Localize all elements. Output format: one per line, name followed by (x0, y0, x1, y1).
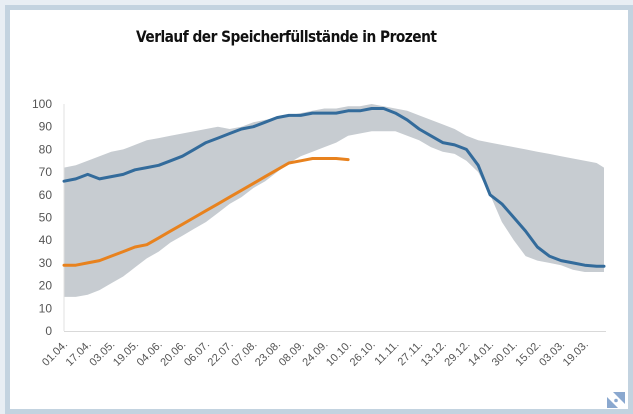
x-tick-label: 22.07. (206, 339, 236, 369)
x-tick-label: 15.02. (513, 339, 543, 369)
band-layer (64, 104, 604, 297)
y-tick-label: 80 (39, 142, 53, 156)
y-tick-label: 50 (39, 211, 53, 225)
x-tick-label: 03.05. (87, 339, 117, 369)
y-tick-label: 10 (39, 301, 53, 315)
x-tick-label: 10.10. (324, 339, 354, 369)
y-tick-label: 70 (39, 165, 53, 179)
series-line-previous (62, 107, 606, 268)
x-tick-label: 19.05. (111, 339, 141, 369)
y-tick-label: 30 (39, 256, 53, 270)
y-tick-label: 60 (39, 188, 53, 202)
axes-layer (63, 104, 606, 332)
x-tick-label: 19.03. (561, 339, 591, 369)
x-tick-label: 03.03. (537, 339, 567, 369)
x-tick-label: 04.06. (135, 339, 165, 369)
y-tick-label: 90 (39, 120, 53, 134)
x-tick-label: 14.01. (466, 339, 496, 369)
min-max-band (64, 104, 604, 297)
y-axis-ticks: 0 10 20 30 40 50 60 70 80 90 100 (32, 97, 52, 338)
x-tick-label: 13.12. (419, 339, 449, 369)
x-tick-label: 06.07. (182, 339, 212, 369)
x-tick-label: 27.11. (396, 339, 426, 369)
x-axis-ticks: 01.04.17.04.03.05.19.05.04.06.20.06.06.0… (40, 339, 591, 369)
y-tick-label: 40 (39, 233, 53, 247)
x-tick-label: 23.08. (253, 339, 283, 369)
expand-icon[interactable] (607, 392, 625, 408)
x-tick-label: 01.04. (40, 339, 70, 369)
x-tick-label: 30.01. (490, 339, 520, 369)
x-tick-label: 29.12. (442, 339, 472, 369)
chart-title: Verlauf der Speicherfüllstände in Prozen… (136, 27, 437, 46)
series-layer (62, 107, 606, 268)
series-line-current (62, 157, 350, 267)
y-tick-label: 100 (32, 97, 52, 111)
y-tick-label: 0 (45, 324, 52, 338)
x-tick-label: 17.04. (64, 339, 94, 369)
x-tick-label: 26.10. (348, 339, 378, 369)
x-tick-label: 20.06. (158, 339, 188, 369)
x-tick-label: 07.08. (229, 339, 259, 369)
x-tick-label: 11.11. (373, 339, 402, 368)
x-tick-label: 08.09. (277, 339, 307, 369)
y-tick-label: 20 (39, 279, 53, 293)
x-tick-label: 24.09. (300, 339, 330, 369)
